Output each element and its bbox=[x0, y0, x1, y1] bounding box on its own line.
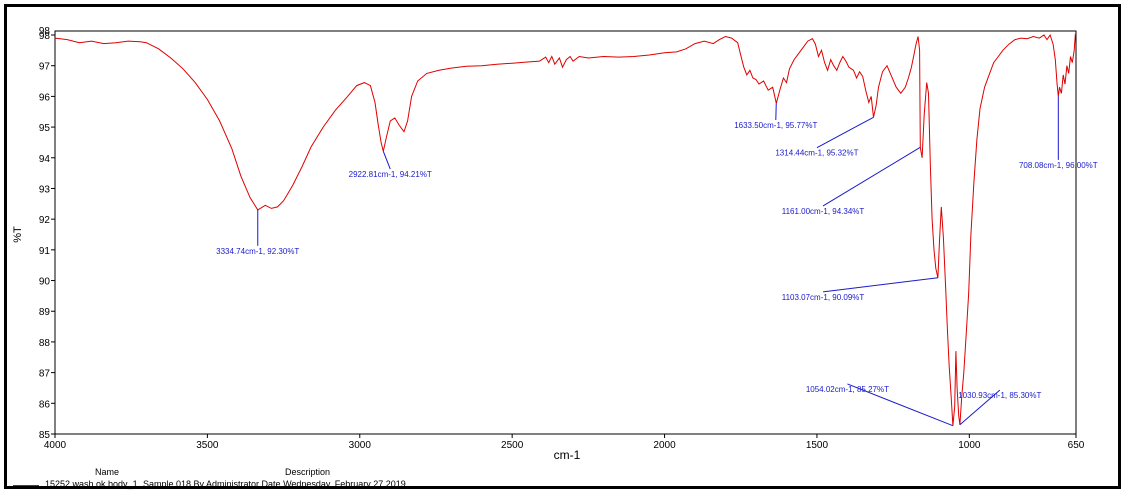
y-tick-label: 92 bbox=[39, 215, 51, 226]
y-tick-label: 89 bbox=[39, 307, 51, 318]
peak-annotation-leader bbox=[959, 389, 1001, 426]
legend-description-header: Description bbox=[285, 467, 331, 477]
y-tick-label: 93 bbox=[39, 184, 51, 195]
spectrum-line bbox=[54, 33, 1077, 426]
y-top-label: 98 bbox=[39, 26, 51, 37]
x-tick-label: 1000 bbox=[958, 440, 981, 451]
peak-annotation-label: 708.08cm-1, 96.00%T bbox=[1019, 161, 1098, 170]
plot-border bbox=[54, 30, 1077, 435]
x-tick-label: 3500 bbox=[196, 440, 219, 451]
x-tick-label: 3000 bbox=[349, 440, 372, 451]
y-tick-label: 97 bbox=[39, 62, 51, 73]
x-tick-label: 650 bbox=[1068, 440, 1085, 451]
peak-annotation-label: 1314.44cm-1, 95.32%T bbox=[775, 149, 858, 158]
x-tick-label: 1500 bbox=[806, 440, 829, 451]
chart-frame: 85 86 87 88 89 90 91 92 93 94 95 96 97 98 98 4000 3500 30… bbox=[4, 4, 1121, 489]
y-axis-label: %T bbox=[12, 226, 24, 243]
y-tick-label: 98 bbox=[39, 31, 51, 42]
peak-annotation-label: 1054.02cm-1, 85.27%T bbox=[806, 385, 889, 394]
x-tick-label: 2500 bbox=[501, 440, 524, 451]
y-tick-label: 85 bbox=[39, 430, 51, 441]
peak-annotation-label: 1030.93cm-1, 85.30%T bbox=[958, 391, 1041, 400]
peak-annotation-label: 1633.50cm-1, 95.77%T bbox=[734, 121, 817, 130]
peak-annotation-label: 1103.07cm-1, 90.09%T bbox=[782, 293, 865, 302]
y-tick-label: 91 bbox=[39, 246, 51, 257]
x-tick-label: 4000 bbox=[44, 440, 67, 451]
legend-name-header: Name bbox=[95, 467, 120, 477]
peak-annotation-leader bbox=[382, 151, 391, 170]
x-axis-label: cm-1 bbox=[554, 448, 581, 462]
x-tick-label: 2000 bbox=[653, 440, 676, 451]
peak-annotation-label: 2922.81cm-1, 94.21%T bbox=[349, 170, 432, 179]
peak-annotation-label: 1161.00cm-1, 94.34%T bbox=[782, 207, 865, 216]
y-tick-label: 87 bbox=[39, 369, 51, 380]
y-tick-label: 95 bbox=[39, 123, 51, 134]
y-tick-label: 94 bbox=[39, 154, 51, 165]
peak-annotation-leader bbox=[816, 116, 874, 149]
peak-annotation-label: 3334.74cm-1, 92.30%T bbox=[216, 247, 299, 256]
peak-annotation-leader bbox=[822, 277, 938, 293]
y-tick-label: 90 bbox=[39, 277, 51, 288]
legend-table: Name Description 15252 wash ok body_1 Sa… bbox=[7, 467, 1118, 492]
legend-sample-description: Sample 018 By Administrator Date Wednesd… bbox=[143, 479, 406, 489]
y-tick-label: 88 bbox=[39, 338, 51, 349]
peak-annotation-leader bbox=[847, 383, 954, 427]
peak-annotation-leader bbox=[822, 146, 921, 207]
legend-sample-name: 15252 wash ok body_1 bbox=[45, 479, 138, 489]
legend-line-swatch bbox=[13, 485, 39, 486]
y-tick-label: 96 bbox=[39, 92, 51, 103]
y-tick-label: 86 bbox=[39, 399, 51, 410]
